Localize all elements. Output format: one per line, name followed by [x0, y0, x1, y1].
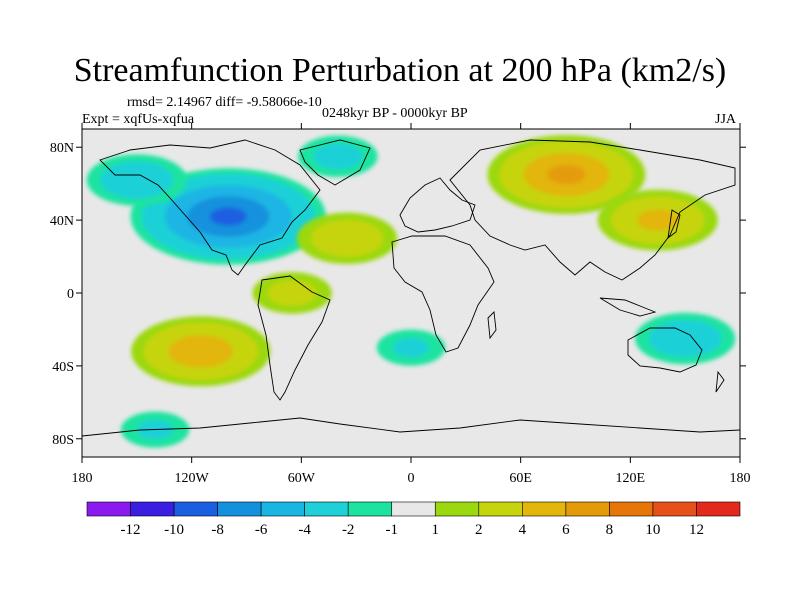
- colorbar-label: 4: [519, 522, 527, 538]
- colorbar-label: -10: [164, 522, 184, 538]
- period-label: 0248kyr BP - 0000kyr BP: [322, 106, 468, 121]
- colorbar-swatch: [217, 501, 262, 517]
- season-label: JJA: [715, 112, 737, 127]
- colorbar-label: -6: [255, 522, 268, 538]
- anomaly-north-atlantic-positive: [296, 212, 398, 265]
- colorbar-label: -2: [342, 522, 355, 538]
- colorbar-swatch: [652, 501, 697, 517]
- anomaly-level: [636, 209, 679, 231]
- y-tick-label: 80N: [50, 141, 74, 156]
- x-tick-label: 180: [72, 471, 93, 486]
- colorbar-swatch: [347, 501, 393, 517]
- anomaly-siberia-positive: [487, 135, 646, 214]
- anomaly-level: [648, 320, 722, 358]
- colorbar-swatch: [260, 501, 305, 517]
- colorbar-label: 2: [475, 522, 483, 538]
- colorbar-label: 6: [562, 522, 570, 538]
- colorbar-swatch: [86, 501, 131, 517]
- chart-title: Streamfunction Perturbation at 200 hPa (…: [73, 52, 727, 89]
- colorbar-swatch: [696, 501, 741, 517]
- x-tick-label: 0: [408, 471, 415, 486]
- y-tick-label: 40S: [52, 360, 74, 375]
- colorbar-swatch: [434, 501, 480, 517]
- anomaly-north-pacific-negative: [86, 154, 187, 206]
- anomaly-level: [310, 219, 384, 257]
- x-tick-label: 60W: [288, 471, 316, 486]
- coastlines: [82, 139, 740, 437]
- colorbar-label: -4: [298, 522, 311, 538]
- anomaly-east-asia-positive: [597, 189, 718, 251]
- colorbar-label: -12: [121, 522, 141, 538]
- colorbar-swatch: [522, 501, 567, 517]
- colorbar-swatch: [565, 501, 610, 517]
- anomaly-level: [168, 335, 234, 368]
- anomaly-level: [100, 161, 174, 199]
- y-tick-label: 40N: [50, 214, 74, 229]
- anomaly-level: [313, 143, 363, 170]
- anomaly-tropical-atlantic-positive: [252, 272, 332, 314]
- y-tick-label: 0: [67, 287, 74, 302]
- anomaly-south-pacific-positive: [131, 316, 271, 387]
- x-tick-label: 180: [730, 471, 751, 486]
- x-tick-label: 120W: [175, 471, 210, 486]
- colorbar-label: 1: [432, 522, 440, 538]
- map-area: [82, 129, 740, 457]
- colorbar-label: 12: [689, 522, 704, 538]
- colorbar: -12 -10 -8 -6 -4 -2 -1 1 2 4 6 8 10 12: [86, 501, 741, 538]
- colorbar-swatch: [130, 501, 175, 517]
- anomaly-australia-negative: [635, 312, 736, 365]
- experiment-label: Expt = xqfUs-xqfua: [82, 112, 195, 127]
- y-axis: 80N 40N 0 40S 80S: [50, 141, 746, 448]
- anomaly-level: [267, 280, 317, 306]
- x-tick-label: 120E: [616, 471, 646, 486]
- field-layer: [86, 135, 736, 448]
- x-tick-label: 60E: [509, 471, 532, 486]
- colorbar-label: 8: [606, 522, 614, 538]
- stats-text: rmsd= 2.14967 diff= -9.58066e-10: [127, 95, 322, 110]
- colorbar-swatch: [173, 501, 218, 517]
- colorbar-swatch: [478, 501, 523, 517]
- anomaly-level: [210, 207, 247, 226]
- anomaly-south-atlantic-negative: [376, 329, 446, 366]
- anomaly-level: [393, 338, 429, 358]
- anomaly-arctic-atlantic-negative: [298, 135, 378, 178]
- colorbar-label: -1: [385, 522, 398, 538]
- anomaly-level: [547, 164, 586, 185]
- x-axis: 180 120W 60W 0 60E 120E 180: [72, 123, 751, 486]
- colorbar-swatch: [609, 501, 654, 517]
- colorbar-swatch: [391, 501, 436, 517]
- colorbar-swatch: [304, 501, 349, 517]
- y-tick-label: 80S: [52, 433, 74, 448]
- colorbar-label: 10: [645, 522, 660, 538]
- colorbar-label: -8: [211, 522, 224, 538]
